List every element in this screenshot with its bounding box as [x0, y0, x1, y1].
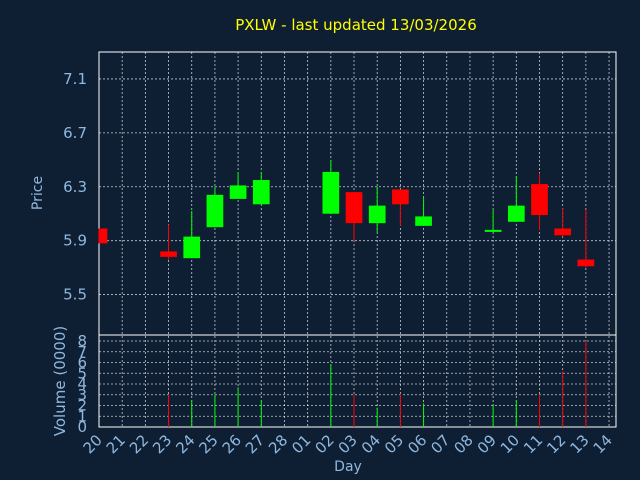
- price-tick-label: 6.3: [63, 178, 87, 196]
- candle-body: [229, 185, 247, 199]
- candle-body: [160, 251, 177, 257]
- chart-title: PXLW - last updated 13/03/2026: [235, 16, 477, 34]
- volume-tick-label: 3: [77, 386, 87, 404]
- volume-panel-frame: [98, 334, 617, 428]
- volume-tick-label: 2: [77, 397, 87, 415]
- candle-body: [206, 194, 224, 228]
- volume-tick-label: 1: [77, 407, 87, 425]
- candle-body: [484, 229, 502, 232]
- volume-tick-label: 4: [77, 375, 87, 393]
- candle-body: [392, 189, 409, 205]
- candle-body: [252, 180, 270, 205]
- candle-body: [345, 192, 363, 224]
- price-tick-label: 5.9: [63, 232, 87, 250]
- volume-tick-label: 6: [77, 354, 87, 372]
- day-tick-labels: 2021222324252627280102030405060708091011…: [80, 431, 616, 457]
- volume-tick-label: 7: [77, 343, 87, 361]
- price-tick-label: 7.1: [63, 70, 87, 88]
- price-tick-label: 6.7: [63, 124, 87, 142]
- candle-body: [415, 216, 432, 226]
- candles: [98, 159, 595, 268]
- day-tick-label: 14: [590, 431, 616, 457]
- x-axis-label: Day: [334, 459, 362, 475]
- candle-body: [577, 259, 595, 267]
- volume-axis-label: Volume (0000): [51, 326, 69, 436]
- price-tick-label: 5.5: [63, 286, 87, 304]
- grid-lines: [99, 52, 616, 427]
- price-tick-labels: 5.5 5.9 6.3 6.7 7.1: [63, 70, 87, 304]
- candle-body: [183, 236, 201, 259]
- candle-body: [322, 171, 340, 214]
- volume-bars: [168, 341, 587, 427]
- volume-tick-label: 0: [77, 418, 87, 436]
- candle-body: [531, 184, 548, 216]
- candle-body: [99, 228, 108, 244]
- candle-body: [507, 205, 525, 222]
- candle-body: [368, 205, 386, 224]
- y-axis-label: Price: [30, 176, 46, 210]
- candle-body: [554, 228, 572, 236]
- volume-tick-label: 5: [77, 364, 87, 382]
- volume-tick-label: 8: [77, 332, 87, 350]
